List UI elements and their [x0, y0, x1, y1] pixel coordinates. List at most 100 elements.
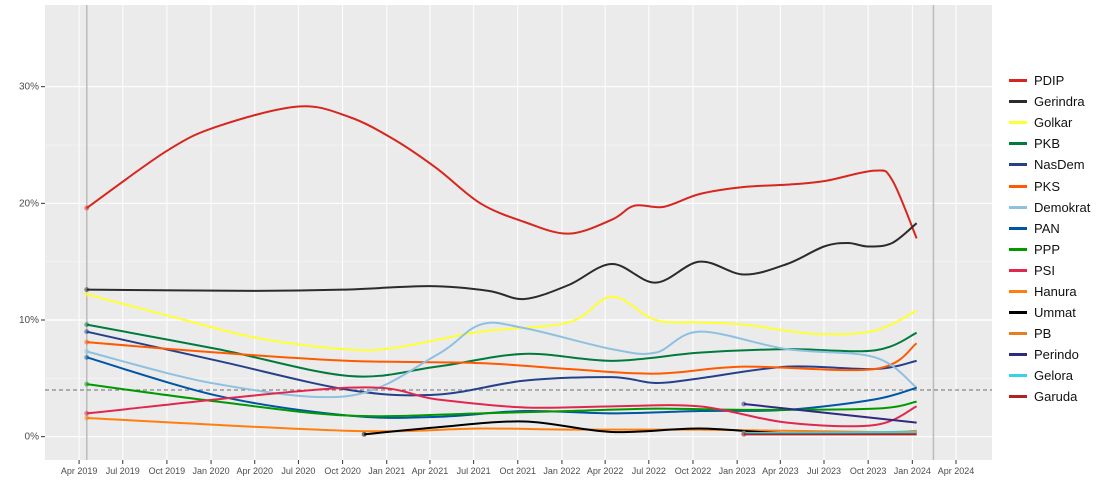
legend-item-pks: PKS [1002, 175, 1090, 196]
data-point-pkb [84, 322, 90, 328]
trend-line-demokrat [86, 321, 918, 399]
legend-label: PDIP [1034, 73, 1065, 89]
legend-swatch [1009, 353, 1027, 357]
data-point-gerindra [84, 287, 90, 293]
legend-item-pkb: PKB [1002, 133, 1090, 154]
x-tick-label: Jul 2023 [807, 466, 841, 476]
legend-swatch [1009, 289, 1027, 293]
legend-item-pb: PB [1002, 323, 1090, 344]
trend-line-pdip [86, 105, 918, 239]
trend-line-psi [86, 386, 918, 428]
x-tick-label: Oct 2023 [850, 466, 887, 476]
legend-swatch [1009, 311, 1027, 315]
legend-item-hanura: Hanura [1002, 281, 1090, 302]
x-tick-label: Apr 2020 [236, 466, 273, 476]
x-tick-label: Oct 2022 [675, 466, 712, 476]
x-tick-label: Apr 2022 [587, 466, 624, 476]
legend-swatch [1009, 395, 1027, 399]
trend-line-perindo [743, 403, 917, 424]
trend-line-pkb [86, 323, 918, 378]
legend-swatch [1009, 163, 1027, 167]
trend-line-gerindra [86, 222, 918, 301]
trend-line-pks [86, 341, 918, 375]
legend-label: Demokrat [1034, 199, 1091, 215]
data-point-nasdem [84, 329, 90, 335]
data-point-golkar [84, 291, 90, 297]
legend-item-pan: PAN [1002, 218, 1090, 239]
y-tick-label: 0% [25, 432, 40, 443]
poll-chart: Apr 2019 Jul 2019 Oct 2019 Jan 2020 Apr 2020… [19, 5, 992, 476]
x-tick-label: Jan 2021 [368, 466, 405, 476]
data-point-pks [84, 339, 90, 345]
x-tick-label: Apr 2024 [938, 466, 975, 476]
legend-item-garuda: Garuda [1002, 386, 1090, 407]
legend-swatch [1009, 184, 1027, 188]
legend-item-golkar: Golkar [1002, 112, 1090, 133]
legend-item-gelora: Gelora [1002, 365, 1090, 386]
legend-swatch [1009, 100, 1027, 104]
legend-label: Gerindra [1034, 94, 1085, 110]
x-tick-label: Oct 2019 [149, 466, 186, 476]
data-point-psi [84, 410, 90, 416]
x-tick-label: Jul 2020 [281, 466, 315, 476]
legend-swatch [1009, 374, 1027, 378]
data-point-demokrat [84, 349, 90, 354]
legend-label: Golkar [1034, 115, 1073, 131]
legend-item-psi: PSI [1002, 260, 1090, 281]
x-tick-label: Jul 2022 [632, 466, 666, 476]
legend-label: Hanura [1034, 283, 1077, 299]
data-point-ppp [84, 381, 90, 387]
data-point-hanura [84, 415, 90, 421]
x-tick-label: Oct 2020 [324, 466, 361, 476]
legend-swatch [1009, 268, 1027, 272]
legend-item-ummat: Ummat [1002, 302, 1090, 323]
trend-line-ppp [86, 383, 917, 418]
legend-label: NasDem [1034, 157, 1085, 173]
legend-item-demokrat: Demokrat [1002, 197, 1090, 218]
data-point-perindo [741, 401, 747, 407]
plot-background [45, 5, 992, 460]
legend-swatch [1009, 121, 1027, 125]
legend-swatch [1009, 226, 1027, 230]
legend-swatch [1009, 79, 1027, 83]
x-tick-label: Jan 2020 [193, 466, 230, 476]
legend-label: Gelora [1034, 368, 1074, 384]
data-point-garuda [741, 431, 747, 437]
legend-label: Ummat [1034, 305, 1076, 321]
x-tick-label: Jan 2024 [894, 466, 931, 476]
legend-label: PAN [1034, 220, 1060, 236]
legend-label: Garuda [1034, 389, 1078, 405]
legend-swatch [1009, 205, 1027, 209]
legend-item-ppp: PPP [1002, 239, 1090, 260]
x-tick-label: Jul 2019 [106, 466, 140, 476]
legend-label: PKB [1034, 136, 1061, 152]
trend-line-golkar [86, 293, 918, 352]
legend-label: PKS [1034, 178, 1061, 194]
trend-line-nasdem [86, 330, 917, 397]
legend-item-perindo: Perindo [1002, 344, 1090, 365]
x-tick-label: Apr 2021 [412, 466, 449, 476]
legend-label: Perindo [1034, 347, 1079, 363]
legend-swatch [1009, 247, 1027, 251]
legend-swatch [1009, 142, 1027, 146]
x-tick-label: Jan 2023 [719, 466, 756, 476]
data-point-pdip [84, 205, 90, 211]
legend-item-pdip: PDIP [1002, 70, 1090, 91]
legend-label: PSI [1034, 262, 1055, 278]
legend-item-gerindra: Gerindra [1002, 91, 1090, 112]
data-point-pan [84, 354, 90, 360]
x-tick-label: Oct 2021 [500, 466, 537, 476]
y-tick-label: 30% [19, 82, 39, 93]
trend-line-gelora [743, 431, 917, 435]
legend-label: PB [1034, 326, 1052, 342]
y-tick-label: 10% [19, 315, 39, 326]
x-tick-label: Apr 2019 [61, 466, 98, 476]
x-tick-label: Jul 2021 [457, 466, 491, 476]
x-tick-label: Jan 2022 [543, 466, 580, 476]
legend-swatch [1009, 332, 1027, 336]
legend: PDIP Gerindra Golkar PKB NasDem PKS Demokrat PA… [1002, 70, 1091, 408]
y-tick-label: 20% [19, 198, 39, 209]
legend-label: PPP [1034, 241, 1061, 257]
legend-item-nasdem: NasDem [1002, 154, 1090, 175]
x-tick-label: Apr 2023 [762, 466, 799, 476]
